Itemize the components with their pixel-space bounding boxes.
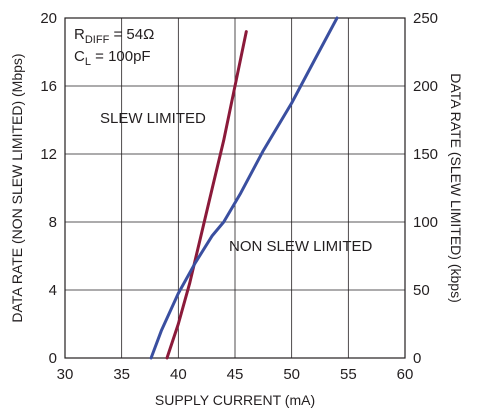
annotation-rdiff: RDIFF = 54Ω [74, 26, 154, 46]
y-axis-title-left: DATA RATE (NON SLEW LIMITED) (Mbps) [9, 53, 25, 322]
x-tick-label: 60 [397, 366, 414, 383]
x-tick-label: 40 [170, 366, 187, 383]
y-tick-label-left: 12 [40, 146, 57, 163]
annotation-non-slew-limited: NON SLEW LIMITED [229, 238, 373, 255]
annotation-rdiff-sub: DIFF [85, 34, 110, 46]
annotation-cl-tail: = 100pF [91, 48, 151, 65]
series-lines [149, 16, 339, 360]
y-ticks-left: 0 4 8 12 16 20 [40, 10, 57, 367]
annotation-cl-sub: L [85, 56, 91, 68]
series-line [149, 16, 339, 360]
y-ticks-right: 0 50 100 150 200 250 [413, 10, 438, 367]
x-tick-label: 55 [340, 366, 357, 383]
annotation-cl-main: C [74, 48, 85, 65]
y-tick-label-left: 4 [49, 282, 57, 299]
y-tick-label-right: 100 [413, 214, 438, 231]
x-tick-label: 30 [57, 366, 74, 383]
y-axis-title-right: DATA RATE (SLEW LIMITED) (kbps) [448, 73, 464, 302]
x-tick-label: 50 [283, 366, 300, 383]
y-tick-label-left: 20 [40, 10, 57, 27]
y-tick-label-right: 200 [413, 78, 438, 95]
x-tick-label: 35 [113, 366, 130, 383]
plot-frame [64, 17, 406, 359]
annotation-cl: CL = 100pF [74, 48, 151, 68]
y-tick-label-left: 8 [49, 214, 57, 231]
y-tick-label-right: 0 [413, 350, 421, 367]
y-tick-label-right: 50 [413, 282, 430, 299]
y-tick-label-right: 250 [413, 10, 438, 27]
annotation-rdiff-tail: = 54Ω [109, 26, 154, 43]
series-line [165, 30, 248, 360]
x-ticks: 30 35 40 45 50 55 60 [57, 366, 414, 383]
grid-lines [65, 18, 405, 358]
annotation-rdiff-main: R [74, 26, 85, 43]
y-tick-label-left: 0 [49, 350, 57, 367]
x-axis-title: SUPPLY CURRENT (mA) [155, 392, 315, 408]
x-tick-label: 45 [227, 366, 244, 383]
y-tick-label-left: 16 [40, 78, 57, 95]
annotation-slew-limited: SLEW LIMITED [100, 110, 206, 127]
y-tick-label-right: 150 [413, 146, 438, 163]
